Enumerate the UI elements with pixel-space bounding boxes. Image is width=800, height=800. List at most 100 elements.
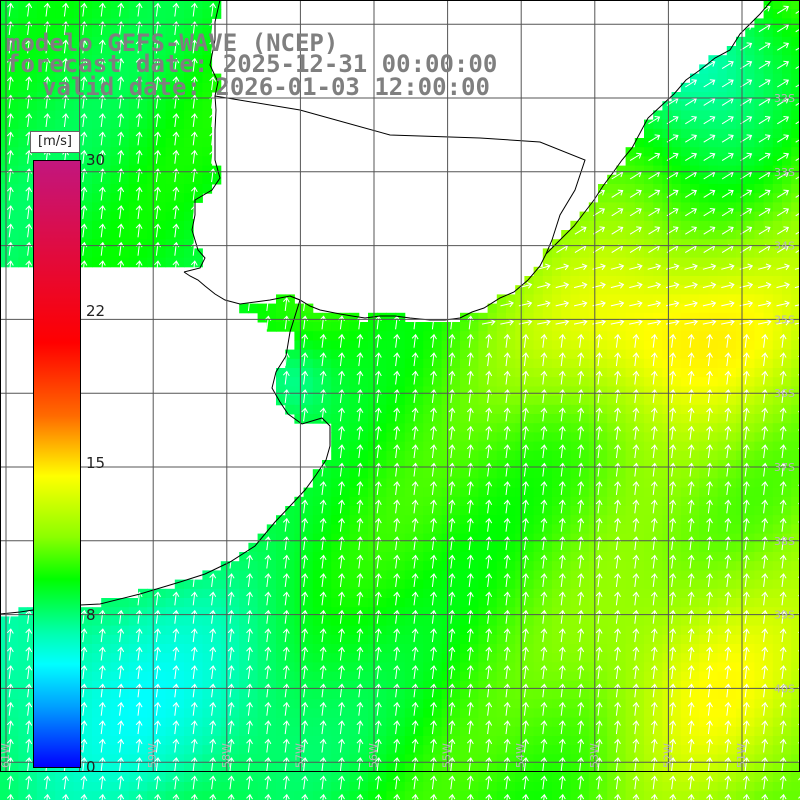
- wind-speed-cell: [478, 542, 489, 553]
- wind-speed-cell: [754, 561, 765, 571]
- wind-speed-cell: [441, 414, 452, 424]
- wind-speed-cell: [524, 625, 535, 636]
- wind-speed-cell: [27, 73, 38, 84]
- wind-speed-cell: [653, 662, 663, 673]
- wind-speed-cell: [211, 782, 222, 792]
- wind-speed-cell: [478, 469, 489, 479]
- wind-speed-cell: [110, 101, 121, 111]
- wind-arrow: [795, 10, 800, 14]
- wind-speed-cell: [9, 110, 19, 121]
- wind-speed-cell: [202, 82, 213, 93]
- wind-speed-cell: [248, 745, 259, 755]
- wind-speed-cell: [395, 690, 406, 700]
- wind-speed-cell: [791, 460, 800, 470]
- wind-speed-cell: [570, 432, 581, 443]
- wind-speed-cell: [506, 598, 516, 608]
- wind-speed-cell: [138, 699, 148, 709]
- wind-speed-cell: [450, 607, 461, 617]
- wind-speed-cell: [653, 432, 663, 443]
- wind-speed-cell: [708, 119, 719, 130]
- wind-speed-cell: [55, 119, 65, 130]
- wind-speed-cell: [552, 552, 562, 562]
- wind-speed-cell: [147, 653, 157, 663]
- wind-speed-cell: [791, 441, 800, 452]
- wind-speed-cell: [736, 460, 746, 470]
- wind-speed-cell: [414, 322, 424, 332]
- wind-speed-cell: [404, 598, 415, 608]
- wind-speed-cell: [552, 561, 562, 571]
- wind-speed-cell: [598, 331, 608, 341]
- wind-speed-cell: [174, 772, 185, 783]
- wind-speed-cell: [128, 82, 139, 93]
- wind-speed-cell: [331, 414, 341, 424]
- wind-speed-cell: [478, 782, 489, 792]
- wind-speed-cell: [9, 708, 19, 719]
- wind-speed-cell: [202, 165, 213, 176]
- wind-speed-cell: [782, 377, 792, 387]
- wind-speed-cell: [147, 763, 157, 774]
- wind-speed-cell: [469, 726, 479, 737]
- wind-speed-cell: [138, 634, 148, 645]
- wind-speed-cell: [377, 460, 387, 470]
- wind-speed-cell: [92, 73, 102, 84]
- wind-speed-cell: [27, 92, 38, 102]
- wind-speed-cell: [174, 110, 185, 121]
- wind-speed-cell: [377, 699, 387, 709]
- wind-speed-cell: [782, 18, 792, 29]
- wind-speed-cell: [395, 368, 406, 378]
- wind-speed-cell: [156, 782, 167, 792]
- wind-speed-cell: [138, 745, 148, 755]
- wind-speed-cell: [634, 414, 645, 424]
- wind-speed-cell: [588, 312, 599, 323]
- wind-speed-cell: [450, 598, 461, 608]
- wind-speed-cell: [101, 625, 111, 636]
- wind-speed-cell: [736, 634, 746, 645]
- wind-speed-cell: [138, 763, 148, 774]
- wind-speed-cell: [726, 368, 737, 378]
- wind-speed-cell: [101, 671, 111, 682]
- wind-speed-cell: [791, 791, 800, 800]
- wind-speed-cell: [156, 220, 167, 231]
- wind-speed-cell: [331, 644, 341, 654]
- wind-speed-cell: [276, 662, 286, 673]
- wind-speed-cell: [680, 165, 691, 176]
- wind-speed-cell: [690, 533, 700, 544]
- wind-speed-cell: [671, 616, 682, 627]
- wind-speed-cell: [791, 193, 800, 203]
- wind-speed-cell: [211, 717, 222, 728]
- wind-speed-cell: [598, 763, 608, 774]
- wind-speed-cell: [745, 726, 755, 737]
- wind-speed-cell: [276, 736, 286, 746]
- wind-speed-cell: [432, 404, 443, 415]
- wind-speed-cell: [257, 653, 268, 663]
- wind-speed-cell: [763, 312, 774, 323]
- wind-speed-cell: [524, 708, 535, 719]
- wind-speed-cell: [506, 487, 516, 498]
- wind-speed-cell: [395, 349, 406, 360]
- wind-speed-cell: [165, 184, 176, 194]
- wind-speed-cell: [598, 368, 608, 378]
- wind-speed-cell: [524, 736, 535, 746]
- wind-speed-cell: [791, 230, 800, 240]
- wind-speed-cell: [754, 27, 765, 38]
- wind-speed-cell: [680, 441, 691, 452]
- wind-speed-cell: [772, 432, 783, 443]
- wind-speed-cell: [239, 616, 249, 627]
- wind-speed-cell: [165, 598, 176, 608]
- wind-speed-cell: [552, 312, 562, 323]
- wind-speed-cell: [542, 644, 553, 654]
- wind-speed-cell: [736, 726, 746, 737]
- wind-speed-cell: [754, 542, 765, 553]
- wind-speed-cell: [349, 745, 360, 755]
- wind-speed-cell: [119, 156, 130, 167]
- wind-speed-cell: [404, 349, 415, 360]
- wind-speed-cell: [671, 570, 682, 581]
- wind-speed-cell: [266, 625, 277, 636]
- wind-speed-cell: [368, 782, 378, 792]
- wind-speed-cell: [782, 248, 792, 259]
- wind-speed-cell: [349, 625, 360, 636]
- wind-speed-cell: [119, 598, 130, 608]
- wind-speed-cell: [579, 515, 590, 525]
- wind-speed-cell: [552, 671, 562, 682]
- wind-speed-cell: [276, 395, 286, 406]
